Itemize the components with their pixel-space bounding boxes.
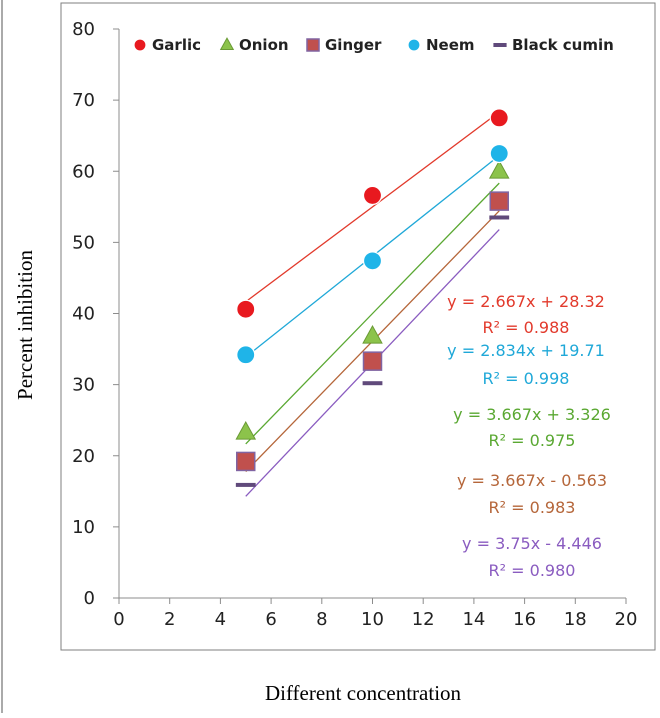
legend-marker-ginger [306, 38, 320, 52]
data-point-neem [236, 345, 256, 365]
data-point-neem [489, 143, 509, 164]
trendline-equations: y = 2.667x + 28.32 R² = 0.988 y = 3.667x +… [447, 292, 611, 580]
trendline-onion [245, 182, 500, 445]
x-tick-label: 20 [615, 609, 638, 630]
legend-label: Ginger [325, 36, 382, 54]
data-point-black-cumin [362, 381, 383, 386]
y-tick-label: 20 [72, 446, 95, 467]
x-tick-label: 18 [564, 609, 587, 630]
data-point-ginger [489, 191, 509, 211]
data-point-garlic [489, 108, 509, 128]
legend-label: Black cumin [512, 36, 614, 54]
trendline-garlic [245, 111, 500, 303]
legend-marker-garlic [133, 38, 147, 52]
x-tick-label: 6 [265, 609, 276, 630]
trendline-equation: y = 3.667x + 3.326 [453, 405, 611, 424]
trendline-equation: y = 3.75x - 4.446 [462, 534, 602, 553]
data-point-onion [362, 324, 383, 344]
y-tick-label: 10 [72, 517, 95, 538]
trendline-r2: R² = 0.975 [489, 431, 576, 450]
trendline-r2: R² = 0.983 [489, 498, 576, 517]
x-tick-label: 14 [462, 609, 485, 630]
data-point-garlic [236, 299, 256, 319]
legend-label: Neem [426, 36, 475, 54]
axes: 0 10 20 30 40 50 60 70 80 0 2 4 6 8 10 12 14 16 18 20 [72, 19, 637, 630]
x-tick-label: 0 [113, 609, 124, 630]
x-tick-label: 16 [513, 609, 536, 630]
plot-area-border [60, 2, 656, 651]
data-point-onion [235, 420, 257, 440]
y-tick-label: 60 [72, 161, 95, 182]
y-axis-label: Percent inhibition [13, 250, 37, 400]
data-point-black-cumin [235, 482, 256, 487]
y-tick-label: 50 [72, 232, 95, 253]
trendline-equation: y = 2.834x + 19.71 [447, 341, 605, 360]
x-tick-label: 2 [164, 609, 175, 630]
y-tick-label: 0 [84, 588, 95, 609]
legend-label: Onion [239, 36, 289, 54]
data-point-black-cumin [489, 215, 510, 220]
trendline-equation: y = 3.667x - 0.563 [457, 471, 607, 490]
x-axis-label: Different concentration [265, 681, 462, 705]
x-tick-label: 8 [316, 609, 327, 630]
x-tick-label: 10 [361, 609, 384, 630]
y-tick-label: 30 [72, 375, 95, 396]
trendline-r2: R² = 0.980 [489, 561, 576, 580]
data-point-garlic [362, 185, 383, 206]
data-point-neem [362, 251, 383, 271]
legend-marker-onion [219, 37, 235, 51]
legend-label: Garlic [152, 36, 201, 54]
markers [235, 108, 510, 487]
data-point-ginger [236, 451, 256, 472]
x-tick-label: 12 [412, 609, 435, 630]
trendline-r2: R² = 0.998 [483, 369, 570, 388]
y-tick-label: 70 [72, 90, 95, 111]
trendline-r2: R² = 0.988 [483, 318, 570, 337]
x-tick-label: 4 [215, 609, 226, 630]
y-tick-label: 80 [72, 19, 95, 40]
y-tick-label: 40 [72, 304, 95, 325]
data-point-ginger [362, 351, 383, 371]
legend-marker-neem [407, 38, 421, 52]
data-point-onion [488, 159, 510, 179]
legend: Garlic Onion Ginger Neem Black cumin [133, 36, 614, 54]
trendline-equation: y = 2.667x + 28.32 [447, 292, 605, 311]
legend-marker-black-cumin [493, 43, 507, 47]
